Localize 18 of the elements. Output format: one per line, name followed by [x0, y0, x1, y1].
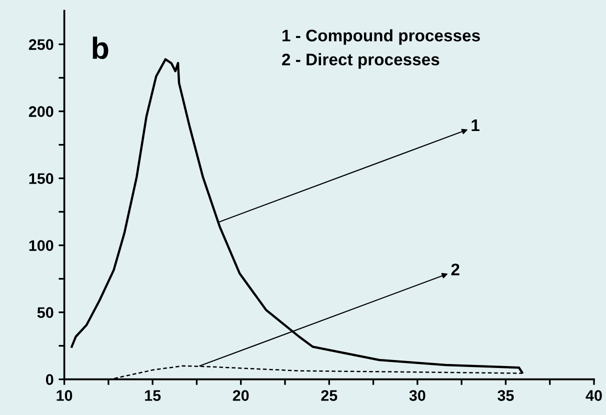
y-tick-label: 200 [28, 106, 54, 117]
x-tick-label: 15 [145, 390, 161, 401]
x-tick-label: 25 [321, 390, 338, 401]
x-tick-label: 20 [232, 390, 249, 401]
x-tick-label: 35 [498, 390, 514, 401]
x-tick-label: 40 [586, 390, 602, 401]
annotation: 1 [472, 120, 480, 132]
annotation: 2 [451, 264, 460, 276]
y-tick-label: 100 [29, 240, 54, 251]
y-tick-label: 250 [28, 39, 54, 50]
y-tick-label: 0 [46, 374, 54, 385]
y-tick-label: 50 [37, 307, 54, 318]
x-tick-label: 30 [409, 390, 426, 401]
annotation: 2 - Direct processes [282, 53, 440, 69]
x-tick-label: 10 [56, 390, 72, 401]
annotation: 1 - Compound processes [282, 29, 480, 45]
annotation: b [92, 36, 108, 60]
y-tick-label: 150 [29, 173, 54, 184]
